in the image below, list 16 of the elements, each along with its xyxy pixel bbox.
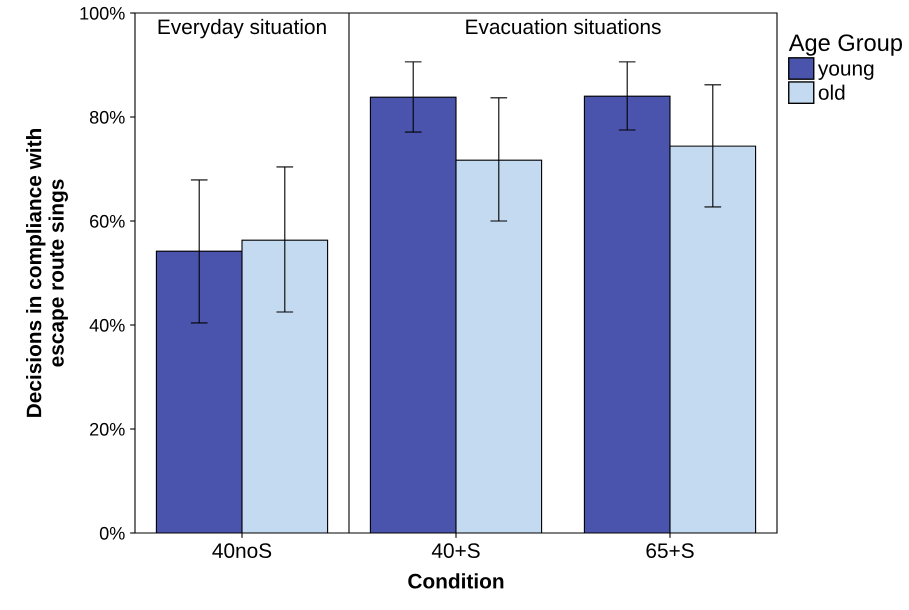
x-axis-title: Condition <box>408 573 504 589</box>
y-tick-label: 0% <box>100 526 125 540</box>
legend-title: Age Group <box>788 34 902 56</box>
x-tick-label: 40noS <box>212 543 272 558</box>
x-tick-label: 65+S <box>646 543 694 558</box>
annotation: Everyday situation <box>158 18 326 38</box>
y-tick-label: 20% <box>90 422 125 436</box>
y-axis-title: Decisions in compliance with escape route sings <box>26 128 68 417</box>
y-tick-label: 100% <box>80 6 125 20</box>
y-tick-label: 60% <box>90 214 125 228</box>
y-tick-label: 80% <box>90 110 125 124</box>
legend-label: old <box>818 84 844 100</box>
annotation: Evacuation situations <box>466 18 661 34</box>
x-tick-label: 40+S <box>432 543 480 558</box>
y-tick-label: 40% <box>90 318 125 332</box>
legend-label: young <box>818 64 874 80</box>
